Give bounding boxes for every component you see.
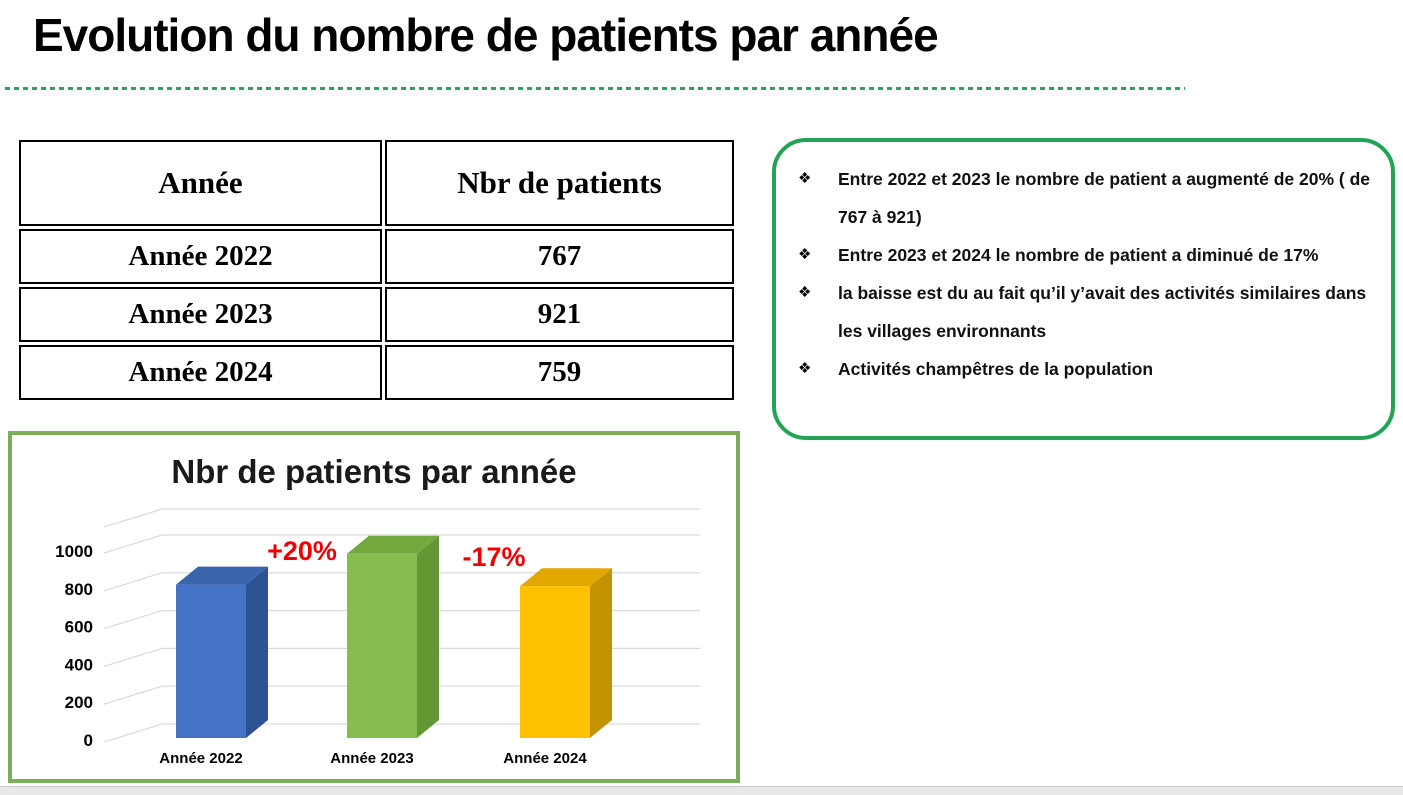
header-nbr-patients: Nbr de patients	[385, 140, 734, 226]
bar-ann-e-2023	[347, 553, 417, 738]
insight-text: la baisse est du au fait qu’il y’avait d…	[838, 283, 1367, 341]
wall-top-gridline	[103, 508, 700, 528]
cell-patients-2024: 759	[385, 345, 734, 400]
footer-strip	[0, 786, 1403, 795]
cell-year-2022: Année 2022	[19, 229, 382, 284]
cell-year-2023: Année 2023	[19, 287, 382, 342]
chart-canvas: 0 200 400 600 800 1000 Année 2022 Année 2023 Ann…	[55, 508, 700, 767]
table-row: Année 2024 759	[19, 345, 734, 400]
y-tick-label: 1000	[55, 542, 93, 561]
cell-patients-2023: 921	[385, 287, 734, 342]
list-item: ❖ la baisse est du au fait qu’il y’avait…	[798, 274, 1371, 350]
diamond-bullet-icon: ❖	[798, 170, 812, 187]
annotation-+20%: +20%	[267, 536, 337, 566]
bar-top-ann-e-2022	[176, 566, 268, 585]
bar-ann-e-2022	[176, 584, 246, 738]
header-annee: Année	[19, 140, 382, 226]
table-row: Année 2023 921	[19, 287, 734, 342]
x-tick-label: Année 2024	[503, 750, 587, 767]
cell-year-2024: Année 2024	[19, 345, 382, 400]
bar-side-ann-e-2023	[417, 535, 439, 738]
bar-side-ann-e-2022	[246, 566, 268, 738]
insight-text: Entre 2023 et 2024 le nombre de patient …	[838, 245, 1319, 265]
page-title: Evolution du nombre de patients par anné…	[33, 9, 939, 61]
insight-text: Entre 2022 et 2023 le nombre de patient …	[838, 169, 1370, 227]
bar-side-ann-e-2024	[590, 568, 612, 738]
insights-panel: ❖ Entre 2022 et 2023 le nombre de patien…	[772, 138, 1395, 440]
bar-ann-e-2024	[520, 586, 590, 738]
title-underline	[5, 87, 1185, 90]
x-tick-label: Année 2022	[159, 750, 242, 767]
gridline-1000	[103, 534, 700, 554]
insight-text: Activités champêtres de la population	[838, 359, 1154, 379]
bar-chart-panel: 0 200 400 600 800 1000 Année 2022 Année 2023 Ann…	[8, 431, 740, 783]
insights-list: ❖ Entre 2022 et 2023 le nombre de patien…	[798, 160, 1371, 388]
y-tick-label: 0	[84, 731, 93, 750]
list-item: ❖ Entre 2023 et 2024 le nombre de patien…	[798, 236, 1371, 274]
table-row: Année 2022 767	[19, 229, 734, 284]
diamond-bullet-icon: ❖	[798, 284, 812, 301]
y-tick-label: 200	[65, 693, 93, 712]
table-header-row: Année Nbr de patients	[19, 140, 734, 226]
patients-table: Année Nbr de patients Année 2022 767 Ann…	[16, 137, 737, 403]
gridline-800	[103, 572, 700, 592]
chart-title: Nbr de patients par année	[171, 453, 577, 490]
list-item: ❖ Entre 2022 et 2023 le nombre de patien…	[798, 160, 1371, 236]
list-item: ❖ Activités champêtres de la population	[798, 350, 1371, 388]
y-tick-label: 600	[65, 618, 93, 637]
diamond-bullet-icon: ❖	[798, 246, 812, 263]
y-tick-label: 400	[65, 655, 93, 674]
cell-patients-2022: 767	[385, 229, 734, 284]
bar-top-ann-e-2023	[347, 535, 439, 554]
x-tick-label: Année 2023	[330, 750, 413, 767]
bar-top-ann-e-2024	[520, 568, 612, 587]
annotation--17%: -17%	[462, 542, 525, 572]
y-tick-label: 800	[65, 580, 93, 599]
diamond-bullet-icon: ❖	[798, 360, 812, 377]
